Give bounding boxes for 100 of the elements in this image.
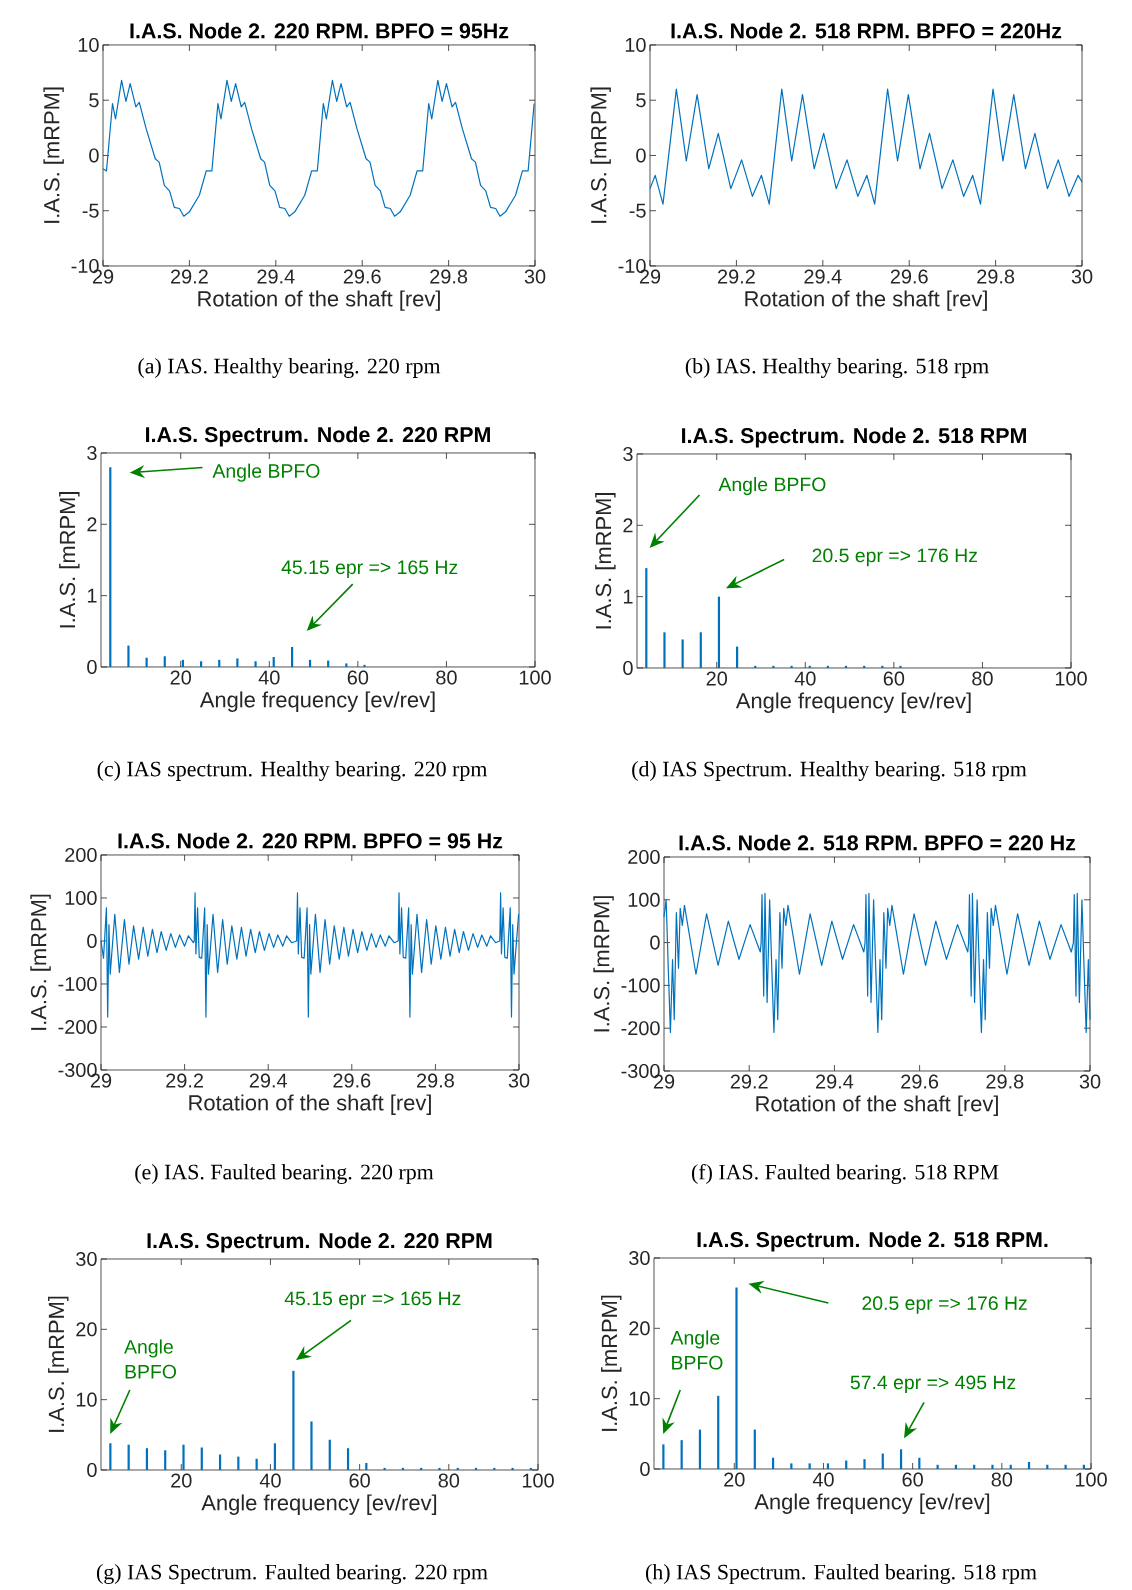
y-axis-title: I.A.S. [mRPM] xyxy=(43,87,64,223)
bar xyxy=(145,657,148,667)
x-tick-label: 29.2 xyxy=(171,269,208,284)
y-tick-label: 0 xyxy=(87,1462,97,1478)
annotation: 57.4 epr => 495 Hz xyxy=(850,1375,1016,1394)
annotation: Angle BPFO xyxy=(718,477,826,496)
text: (d) IAS Spectrum. Healthy bearing. 518 rpm xyxy=(632,761,1027,781)
bar xyxy=(1027,1461,1031,1469)
x-axis-title: Angle frequency [ev/rev] xyxy=(199,691,435,712)
y-tick-label: 0 xyxy=(87,659,97,675)
y-tick-label: 10 xyxy=(78,37,99,53)
chart-title: I.A.S. Spectrum. Node 2. 518 RPM xyxy=(682,427,1026,448)
y-tick-label: 0 xyxy=(623,660,633,676)
text: (g) IAS Spectrum. Faulted bearing. 220 rpm xyxy=(96,1564,488,1584)
y-tick-label: 30 xyxy=(629,1250,650,1266)
bar xyxy=(346,1448,350,1470)
x-tick-label: 29.8 xyxy=(430,269,468,284)
x-axis-title: Rotation of the shaft [rev] xyxy=(756,1095,998,1116)
bar xyxy=(511,1467,514,1470)
bar xyxy=(645,568,648,668)
y-tick-label: -100 xyxy=(621,978,660,993)
x-tick-label: 29.2 xyxy=(730,1074,768,1089)
bar xyxy=(717,1395,720,1469)
y-tick-label: 5 xyxy=(636,93,646,108)
x-tick-label: 29.2 xyxy=(166,1073,203,1088)
y-tick-label: 3 xyxy=(623,446,633,462)
bar xyxy=(290,647,294,667)
y-tick-label: 20 xyxy=(76,1322,97,1337)
bar xyxy=(182,1444,185,1470)
y-axis-title: I.A.S. [mRPM] xyxy=(593,896,614,1032)
x-tick-label: 80 xyxy=(991,1472,1013,1487)
bar xyxy=(273,1443,277,1470)
annotation: 45.15 epr => 165 Hz xyxy=(284,1291,461,1310)
y-tick-label: -100 xyxy=(58,976,97,992)
line-series xyxy=(663,892,1091,1034)
bar xyxy=(772,665,775,668)
y-tick-label: -5 xyxy=(82,203,99,218)
bar xyxy=(681,639,684,668)
x-tick-label: 40 xyxy=(258,670,280,685)
x-tick-label: 100 xyxy=(522,1473,554,1488)
y-tick-label: 0 xyxy=(87,933,97,949)
y-axis-title: I.A.S. [mRPM] xyxy=(601,1295,622,1431)
bar xyxy=(109,1443,112,1470)
y-tick-label: 0 xyxy=(650,935,660,950)
y-tick-label: 10 xyxy=(629,1391,650,1406)
y-axis-title: I.A.S. [mRPM] xyxy=(48,1296,69,1432)
x-axis-title: Angle frequency [ev/rev] xyxy=(735,692,971,713)
annotation: 45.15 epr => 165 Hz xyxy=(281,560,458,578)
annotation: 20.5 epr => 176 Hz xyxy=(862,1296,1027,1314)
chart-title: I.A.S. Node 2. 518 RPM. BPFO = 220 Hz xyxy=(679,834,1076,851)
y-tick-label: -5 xyxy=(629,203,646,218)
x-axis-title: Angle frequency [ev/rev] xyxy=(201,1494,437,1515)
annotation: Angle BPFO xyxy=(670,1330,723,1370)
y-tick-label: 3 xyxy=(87,445,97,461)
bar xyxy=(717,596,721,668)
y-tick-label: 100 xyxy=(628,892,660,907)
x-tick-label: 29.6 xyxy=(890,269,928,284)
y-tick-label: 10 xyxy=(625,37,646,53)
x-tick-label: 80 xyxy=(438,1473,460,1488)
x-tick-label: 40 xyxy=(794,671,816,686)
annotation: 20.5 epr => 176 Hz xyxy=(812,548,977,567)
chart-title: I.A.S. Node 2. 518 RPM. BPFO = 220Hz xyxy=(671,22,1062,39)
y-tick-label: 1 xyxy=(87,588,97,603)
x-tick-label: 100 xyxy=(519,670,551,685)
x-tick-label: 60 xyxy=(883,671,905,686)
y-tick-label: 100 xyxy=(65,890,97,906)
bar xyxy=(363,664,366,667)
bar xyxy=(365,1462,368,1470)
bar xyxy=(735,1287,738,1469)
x-tick-label: 30 xyxy=(508,1073,530,1088)
y-axis-title: I.A.S. [mRPM] xyxy=(59,492,80,628)
x-tick-label: 29.2 xyxy=(718,269,755,284)
bar xyxy=(438,1467,441,1470)
bar xyxy=(254,661,257,667)
bar xyxy=(345,663,348,667)
text: (c) IAS spectrum. Healthy bearing. 220 rpm xyxy=(97,761,488,781)
y-tick-label: 30 xyxy=(76,1251,97,1267)
text: (f) IAS. Faulted bearing. 518 RPM xyxy=(691,1163,999,1185)
x-tick-label: 40 xyxy=(812,1472,834,1487)
y-tick-label: -200 xyxy=(621,1021,660,1036)
bar xyxy=(826,1463,830,1469)
annotation: Angle BPFO xyxy=(124,1339,177,1379)
y-tick-label: 20 xyxy=(629,1321,650,1336)
x-tick-label: 100 xyxy=(1075,1472,1107,1487)
bar xyxy=(163,656,166,667)
x-tick-label: 29.4 xyxy=(257,269,295,284)
chart-title: I.A.S. Spectrum. Node 2. 220 RPM xyxy=(146,426,490,447)
bar xyxy=(899,1449,903,1469)
x-tick-label: 60 xyxy=(347,670,369,685)
annotation: Angle BPFO xyxy=(212,463,320,482)
x-tick-label: 29.8 xyxy=(417,1073,454,1088)
bar xyxy=(328,1439,331,1470)
y-tick-label: 0 xyxy=(636,148,646,163)
x-tick-label: 29.6 xyxy=(343,269,381,284)
y-tick-label: 1 xyxy=(623,589,633,604)
x-tick-label: 20 xyxy=(170,670,192,685)
line-series xyxy=(100,892,520,1018)
y-tick-label: 0 xyxy=(89,148,99,163)
chart-title: I.A.S. Node 2. 220 RPM. BPFO = 95Hz xyxy=(130,22,509,39)
y-tick-label: 2 xyxy=(87,517,97,532)
